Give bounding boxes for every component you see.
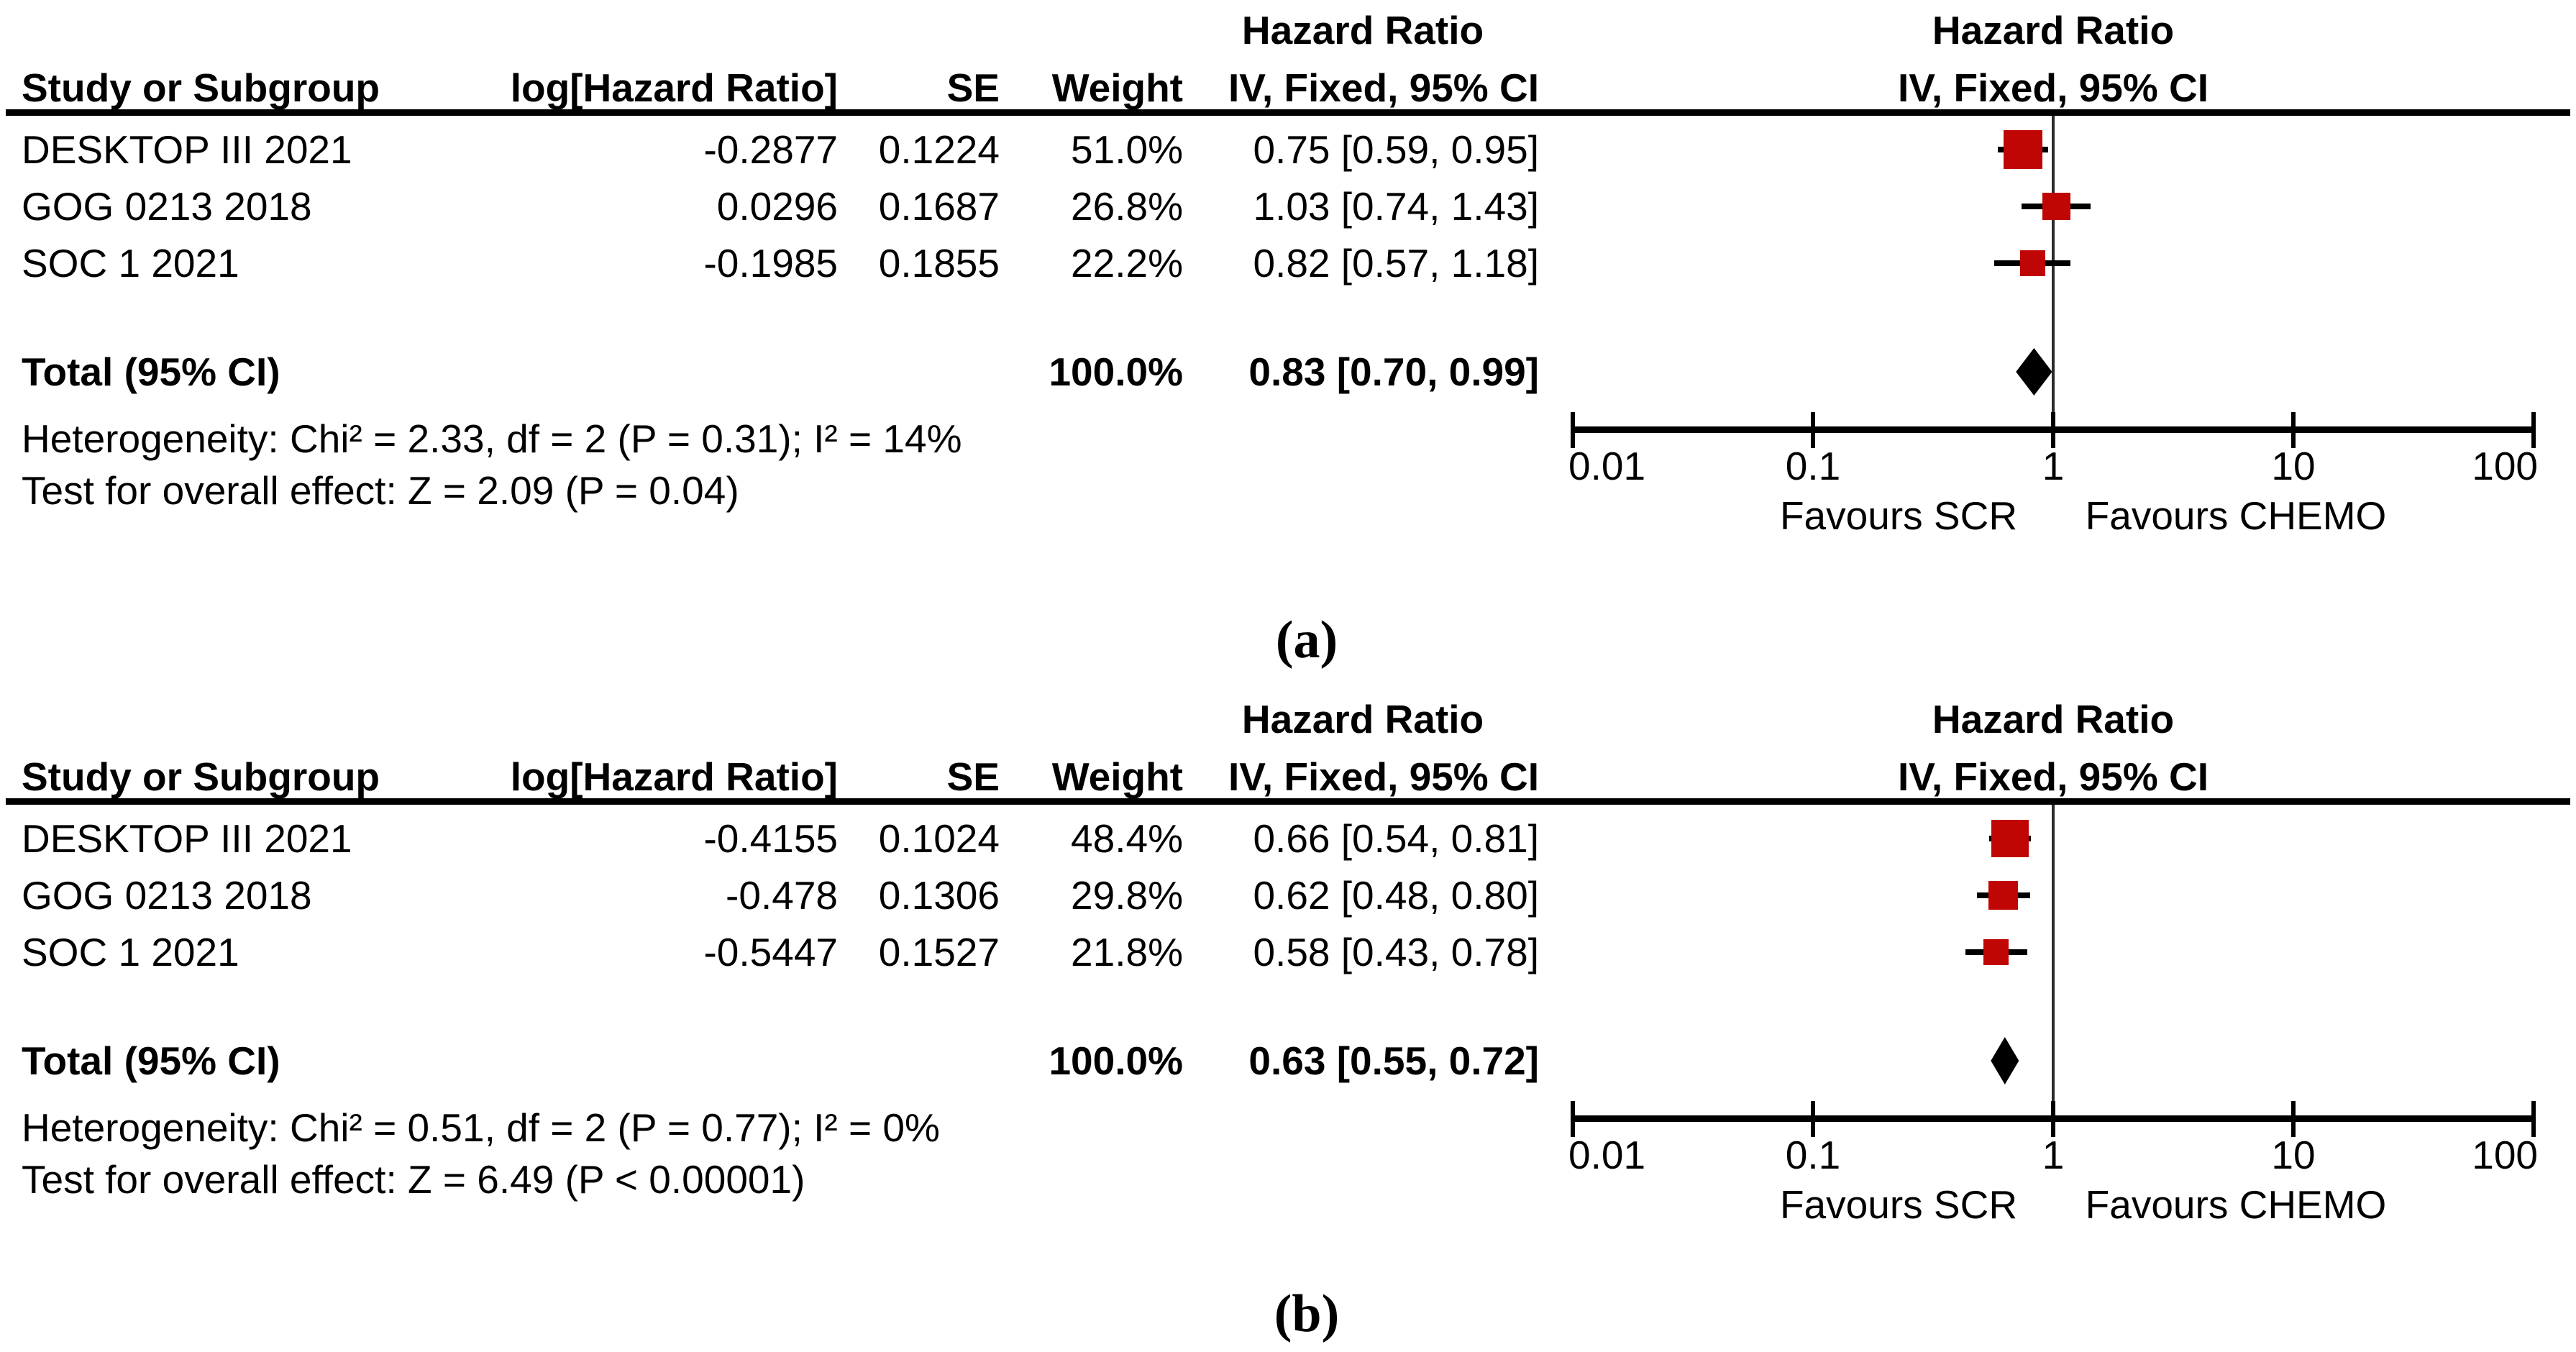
column-header-study: Study or Subgroup: [22, 754, 380, 799]
log-hr-value: -0.4155: [703, 816, 838, 861]
axis-tick: [1811, 412, 1815, 448]
axis-tick: [2051, 412, 2055, 448]
heterogeneity-text: Heterogeneity: Chi² = 0.51, df = 2 (P = …: [22, 1105, 940, 1150]
total-weight: 100.0%: [1049, 1038, 1183, 1083]
forest-panel-b: Hazard Ratio Hazard Ratio Study or Subgr…: [0, 689, 2576, 1250]
axis-tick-label: 0.01: [1568, 1133, 1646, 1177]
study-name: GOG 0213 2018: [22, 873, 312, 918]
ci-value: 0.75 [0.59, 0.95]: [1253, 127, 1539, 172]
study-name: SOC 1 2021: [22, 930, 239, 974]
weight-value: 48.4%: [1071, 816, 1183, 861]
axis-tick-label: 10: [2271, 1133, 2316, 1177]
study-name: DESKTOP III 2021: [22, 127, 352, 172]
ci-value: 1.03 [0.74, 1.43]: [1253, 184, 1539, 229]
column-header-ci-plot: IV, Fixed, 95% CI: [1897, 65, 2209, 110]
study-name: DESKTOP III 2021: [22, 816, 352, 861]
total-weight: 100.0%: [1049, 350, 1183, 394]
se-value: 0.1855: [878, 241, 1000, 286]
axis-tick: [2531, 1101, 2536, 1137]
se-value: 0.1687: [878, 184, 1000, 229]
column-header-ci-text: IV, Fixed, 95% CI: [1228, 754, 1539, 799]
axis-tick-label: 0.1: [1785, 1133, 1841, 1177]
reference-line-hr-1: [2052, 116, 2055, 426]
se-value: 0.1024: [878, 816, 1000, 861]
axis-tick: [2291, 1101, 2296, 1137]
forest-panel-a: Hazard Ratio Hazard Ratio Study or Subgr…: [0, 0, 2576, 561]
weight-value: 22.2%: [1071, 241, 1183, 286]
column-header-hazard-ratio-plot: Hazard Ratio: [1932, 8, 2175, 52]
favours-right-label: Favours CHEMO: [2085, 1182, 2387, 1227]
axis-tick: [1571, 412, 1575, 448]
column-header-hazard-ratio-text: Hazard Ratio: [1241, 697, 1484, 741]
axis-tick: [1811, 1101, 1815, 1137]
overall-effect-text: Test for overall effect: Z = 6.49 (P < 0…: [22, 1157, 805, 1202]
axis-tick: [2531, 412, 2536, 448]
total-ci: 0.83 [0.70, 0.99]: [1248, 350, 1539, 394]
column-header-ci-text: IV, Fixed, 95% CI: [1228, 65, 1539, 110]
log-hr-value: -0.5447: [703, 930, 838, 974]
study-square-marker: [2019, 250, 2045, 276]
log-hr-value: 0.0296: [716, 184, 838, 229]
column-header-log-hr: log[Hazard Ratio]: [510, 65, 838, 110]
column-header-ci-plot: IV, Fixed, 95% CI: [1897, 754, 2209, 799]
study-square-marker: [2004, 130, 2043, 169]
se-value: 0.1224: [878, 127, 1000, 172]
header-divider-line: [6, 798, 2570, 805]
log-hr-value: -0.478: [726, 873, 838, 918]
favours-right-label: Favours CHEMO: [2085, 493, 2387, 538]
axis-tick-label: 10: [2271, 444, 2316, 488]
axis-tick-label: 0.1: [1785, 444, 1841, 488]
weight-value: 26.8%: [1071, 184, 1183, 229]
subfigure-label-a: (a): [1275, 611, 1338, 670]
weight-value: 51.0%: [1071, 127, 1183, 172]
total-label: Total (95% CI): [22, 1038, 280, 1083]
column-header-weight: Weight: [1051, 754, 1183, 799]
axis-tick-label: 100: [2472, 444, 2538, 488]
weight-value: 29.8%: [1071, 873, 1183, 918]
subfigure-label-b: (b): [1274, 1284, 1340, 1343]
column-header-log-hr: log[Hazard Ratio]: [510, 754, 838, 799]
study-square-marker: [1983, 939, 2009, 965]
column-header-hazard-ratio-text: Hazard Ratio: [1241, 8, 1484, 52]
ci-value: 0.82 [0.57, 1.18]: [1253, 241, 1539, 286]
log-hr-value: -0.2877: [703, 127, 838, 172]
axis-tick-label: 1: [2042, 444, 2065, 488]
study-name: SOC 1 2021: [22, 241, 239, 286]
ci-value: 0.58 [0.43, 0.78]: [1253, 930, 1539, 974]
axis-tick-label: 0.01: [1568, 444, 1646, 488]
total-ci: 0.63 [0.55, 0.72]: [1248, 1038, 1539, 1083]
study-name: GOG 0213 2018: [22, 184, 312, 229]
study-square-marker: [1991, 819, 2029, 858]
axis-tick-label: 1: [2042, 1133, 2065, 1177]
log-hr-value: -0.1985: [703, 241, 838, 286]
se-value: 0.1527: [878, 930, 1000, 974]
column-header-weight: Weight: [1051, 65, 1183, 110]
total-label: Total (95% CI): [22, 350, 280, 394]
overall-effect-text: Test for overall effect: Z = 2.09 (P = 0…: [22, 468, 739, 513]
ci-value: 0.66 [0.54, 0.81]: [1253, 816, 1539, 861]
header-divider-line: [6, 109, 2570, 116]
column-header-se: SE: [946, 65, 1000, 110]
column-header-study: Study or Subgroup: [22, 65, 380, 110]
column-header-se: SE: [946, 754, 1000, 799]
ci-value: 0.62 [0.48, 0.80]: [1253, 873, 1539, 918]
weight-value: 21.8%: [1071, 930, 1183, 974]
study-square-marker: [1988, 880, 2019, 910]
heterogeneity-text: Heterogeneity: Chi² = 2.33, df = 2 (P = …: [22, 416, 962, 461]
axis-tick: [2051, 1101, 2055, 1137]
favours-left-label: Favours SCR: [1779, 493, 2018, 538]
study-square-marker: [2042, 192, 2070, 221]
axis-tick-label: 100: [2472, 1133, 2538, 1177]
total-diamond: [1991, 1037, 2019, 1084]
axis-tick: [1571, 1101, 1575, 1137]
axis-tick: [2291, 412, 2296, 448]
favours-left-label: Favours SCR: [1779, 1182, 2018, 1227]
se-value: 0.1306: [878, 873, 1000, 918]
reference-line-hr-1: [2052, 805, 2055, 1115]
total-diamond: [2016, 348, 2052, 396]
column-header-hazard-ratio-plot: Hazard Ratio: [1932, 697, 2175, 741]
